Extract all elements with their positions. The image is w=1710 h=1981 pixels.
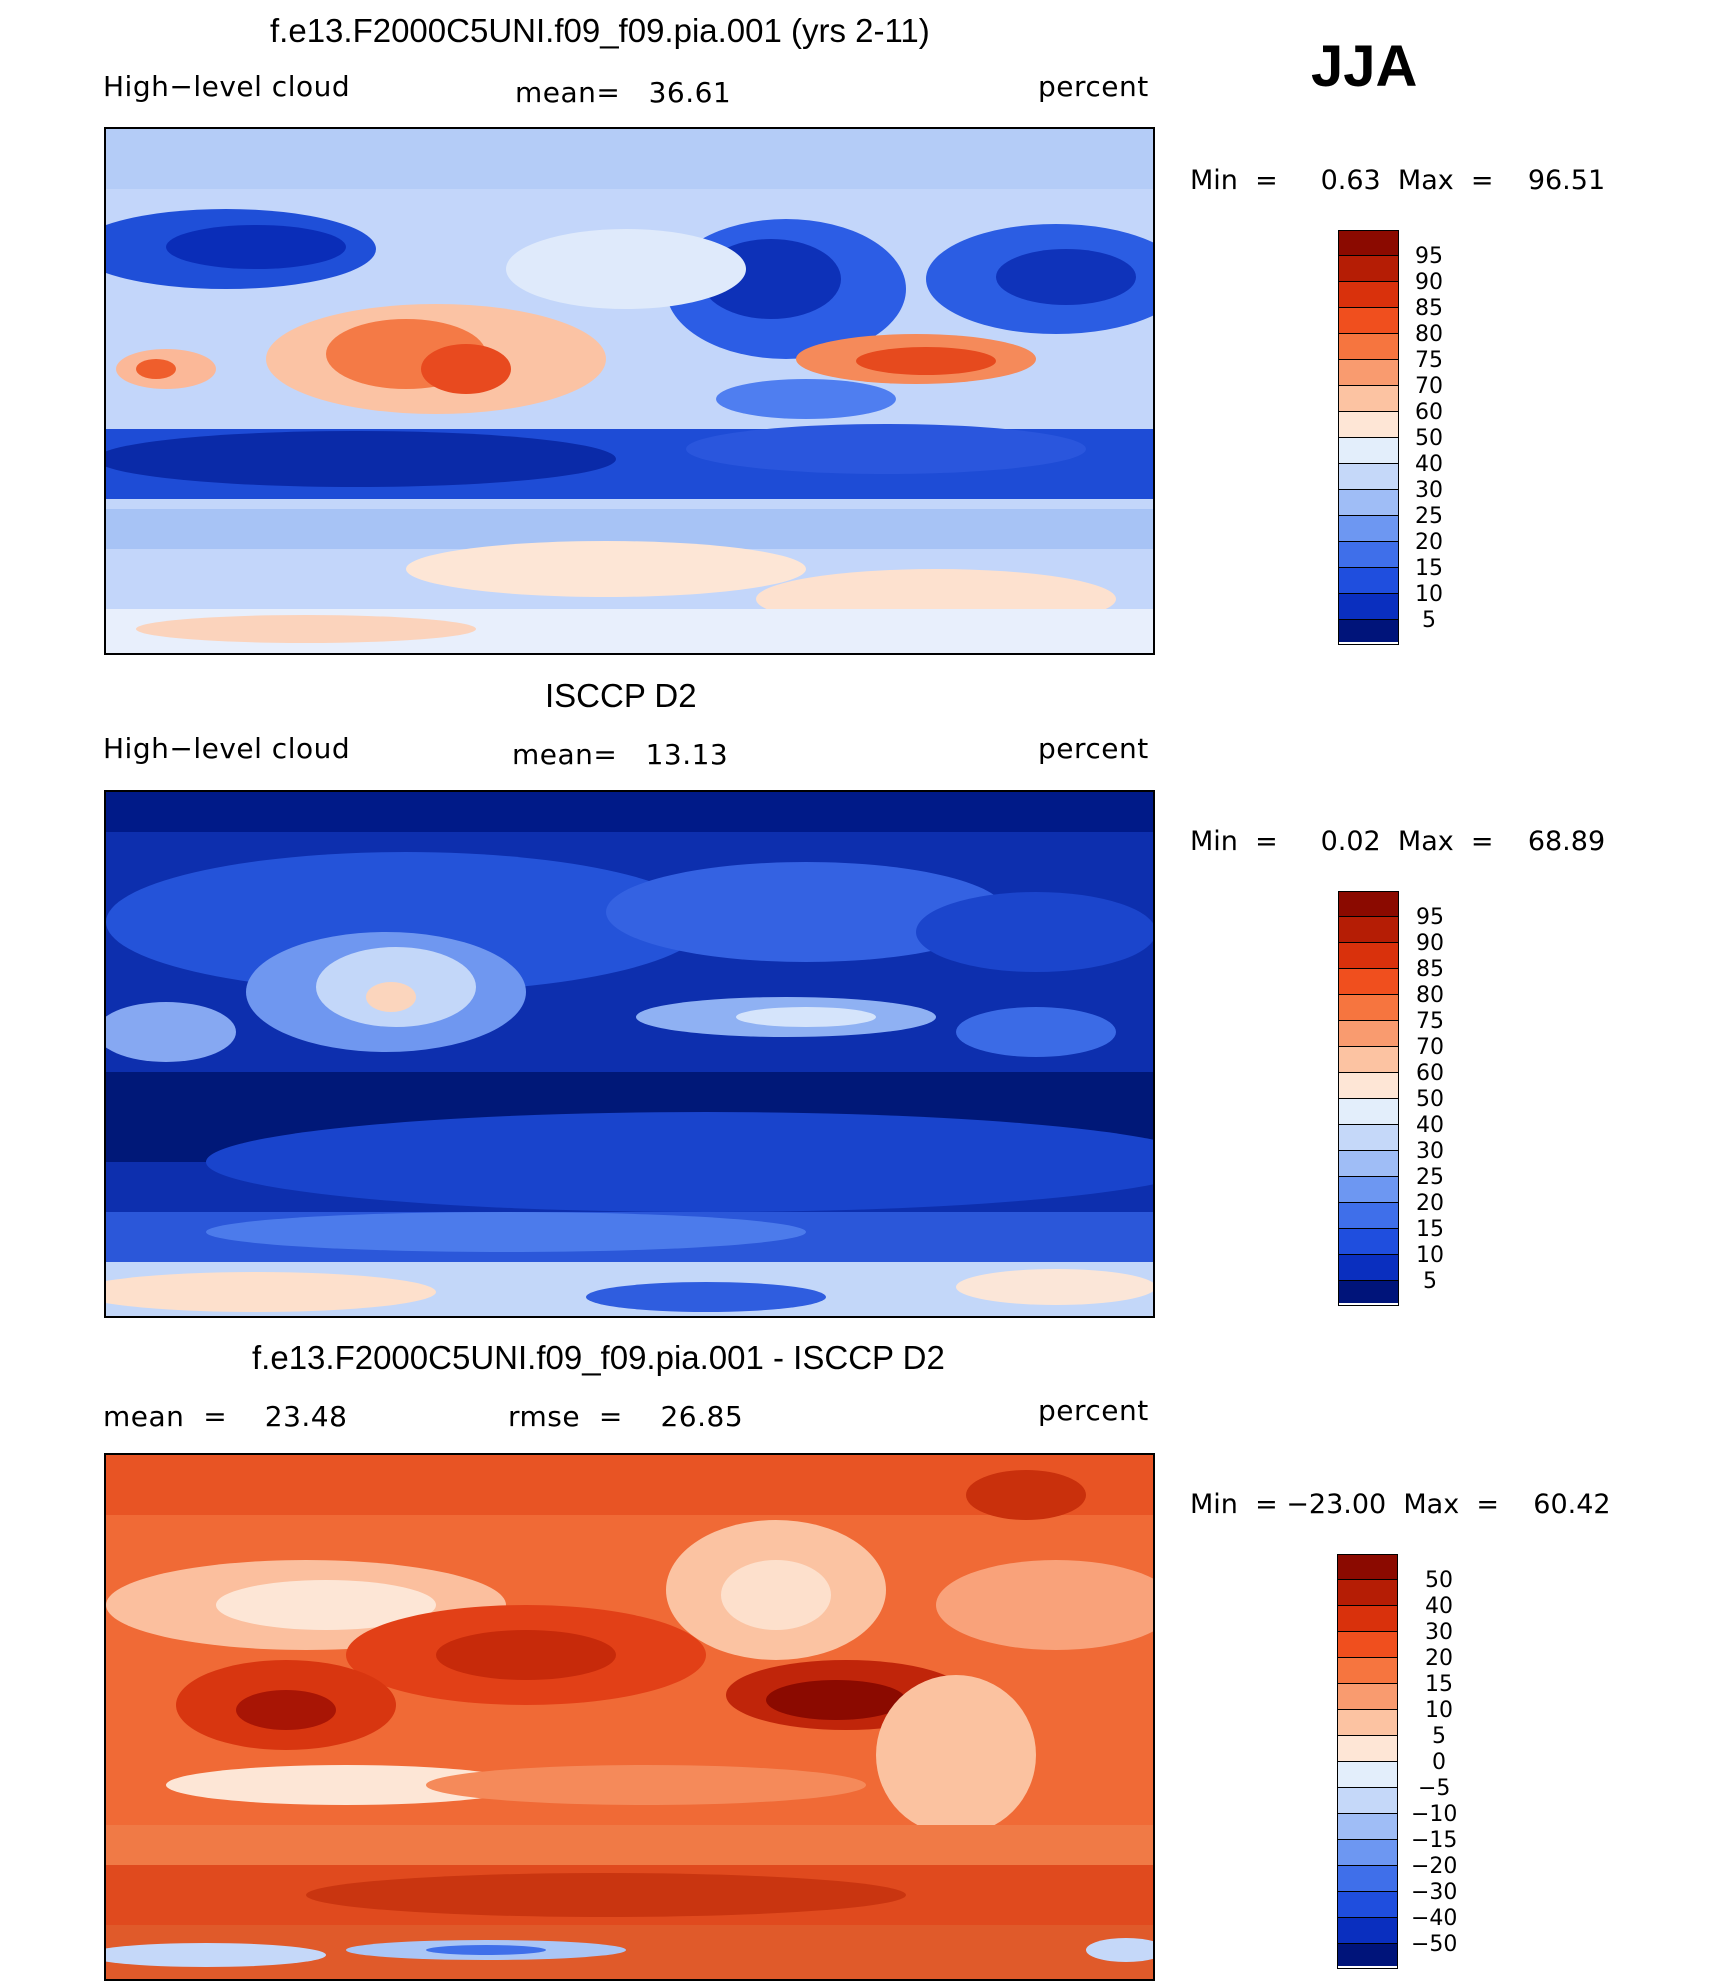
panel1-colorbar-label-75: 75 [1415, 348, 1443, 373]
panel3-map [104, 1453, 1155, 1981]
panel1-colorbar-label-80: 80 [1415, 322, 1443, 347]
panel1-units-label: percent [1038, 70, 1149, 103]
panel1-colorbar-label-50: 50 [1415, 426, 1443, 451]
panel1-minmax: Min = 0.63 Max = 96.51 [1190, 165, 1606, 196]
panel3-colorbar-label-neg10: −10 [1411, 1802, 1458, 1827]
panel3-colorbar-label-neg30: −30 [1411, 1880, 1458, 1905]
panel1-colorbar-label-10: 10 [1415, 582, 1443, 607]
panel3-title: f.e13.F2000C5UNI.f09_f09.pia.001 - ISCCP… [252, 1339, 945, 1376]
panel1-colorbar-label-5: 5 [1422, 608, 1436, 633]
panel3-colorbar-label-neg15: −15 [1411, 1828, 1458, 1853]
panel2-colorbar-label-90: 90 [1416, 931, 1444, 956]
panel3-units-label: percent [1038, 1394, 1149, 1427]
panel2-title: ISCCP D2 [545, 677, 697, 714]
panel3-colorbar-label-15: 15 [1425, 1672, 1453, 1697]
panel1-colorbar-label-85: 85 [1415, 296, 1443, 321]
panel2-colorbar-label-70: 70 [1416, 1035, 1444, 1060]
panel2-colorbar-label-80: 80 [1416, 983, 1444, 1008]
panel3-colorbar-label-neg50: −50 [1411, 1932, 1458, 1957]
panel3-colorbar-label-10: 10 [1425, 1698, 1453, 1723]
panel1-colorbar-label-25: 25 [1415, 504, 1443, 529]
panel1-colorbar-label-70: 70 [1415, 374, 1443, 399]
panel2-colorbar-label-85: 85 [1416, 957, 1444, 982]
panel1-title: f.e13.F2000C5UNI.f09_f09.pia.001 (yrs 2-… [270, 12, 930, 49]
panel2-colorbar-label-20: 20 [1416, 1191, 1444, 1216]
panel3-colorbar [1337, 1554, 1398, 1969]
panel3-colorbar-label-20: 20 [1425, 1646, 1453, 1671]
panel2-colorbar-label-40: 40 [1416, 1113, 1444, 1138]
panel2-colorbar-label-10: 10 [1416, 1243, 1444, 1268]
panel2-colorbar [1338, 891, 1399, 1306]
panel3-colorbar-label-5: 5 [1432, 1724, 1446, 1749]
panel3-rmse-label: rmse = 26.85 [508, 1400, 744, 1433]
panel3-colorbar-label-neg40: −40 [1411, 1906, 1458, 1931]
panel2-colorbar-label-15: 15 [1416, 1217, 1444, 1242]
panel3-colorbar-label-neg5: −5 [1418, 1776, 1451, 1801]
panel3-colorbar-label-0: 0 [1432, 1750, 1446, 1775]
panel3-colorbar-label-50: 50 [1425, 1568, 1453, 1593]
panel2-colorbar-label-25: 25 [1416, 1165, 1444, 1190]
panel2-colorbar-label-50: 50 [1416, 1087, 1444, 1112]
panel1-map [104, 127, 1155, 655]
panel2-colorbar-label-5: 5 [1423, 1269, 1437, 1294]
panel3-minmax: Min = −23.00 Max = 60.42 [1190, 1489, 1611, 1520]
panel1-variable-label: High−level cloud [103, 70, 351, 103]
panel1-mean-label: mean= 36.61 [515, 76, 732, 109]
panel2-colorbar-label-30: 30 [1416, 1139, 1444, 1164]
panel1-colorbar-label-15: 15 [1415, 556, 1443, 581]
panel2-map [104, 790, 1155, 1318]
panel1-colorbar-label-40: 40 [1415, 452, 1443, 477]
panel3-colorbar-label-neg20: −20 [1411, 1854, 1458, 1879]
panel3-mean-label: mean = 23.48 [103, 1400, 348, 1433]
panel1-colorbar [1338, 230, 1399, 645]
panel3-contour-field [106, 1455, 1153, 1979]
panel2-mean-label: mean= 13.13 [512, 738, 729, 771]
panel1-colorbar-label-90: 90 [1415, 270, 1443, 295]
panel2-minmax: Min = 0.02 Max = 68.89 [1190, 826, 1606, 857]
panel3-colorbar-label-40: 40 [1425, 1594, 1453, 1619]
panel2-colorbar-label-95: 95 [1416, 905, 1444, 930]
panel1-contour-field [106, 129, 1153, 653]
panel2-colorbar-label-75: 75 [1416, 1009, 1444, 1034]
panel2-units-label: percent [1038, 732, 1149, 765]
panel3-colorbar-label-30: 30 [1425, 1620, 1453, 1645]
panel2-variable-label: High−level cloud [103, 732, 351, 765]
panel1-colorbar-label-95: 95 [1415, 244, 1443, 269]
panel1-colorbar-label-30: 30 [1415, 478, 1443, 503]
panel2-colorbar-label-60: 60 [1416, 1061, 1444, 1086]
panel1-colorbar-label-60: 60 [1415, 400, 1443, 425]
panel2-contour-field [106, 792, 1153, 1316]
season-label: JJA [1311, 34, 1418, 99]
panel1-colorbar-label-20: 20 [1415, 530, 1443, 555]
